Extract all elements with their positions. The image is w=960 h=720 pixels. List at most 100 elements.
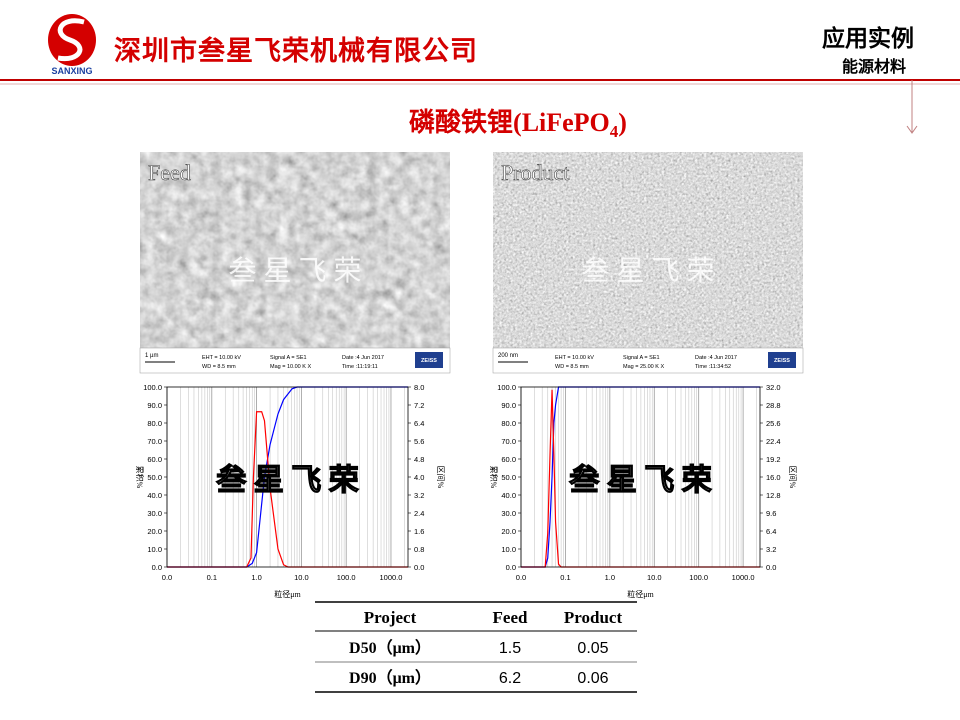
series-line xyxy=(521,386,760,568)
y-tick-label: 80.0 xyxy=(147,419,162,428)
info-text: WD = 8.5 mm xyxy=(202,364,236,370)
y-tick-label: 70.0 xyxy=(501,437,516,446)
x-tick-label: 100.0 xyxy=(689,573,708,582)
y2-tick-label: 5.6 xyxy=(414,437,424,446)
y2-tick-label: 4.8 xyxy=(414,455,424,464)
info-text: Date :4 Jun 2017 xyxy=(342,355,384,361)
y-tick-label: 70.0 xyxy=(147,437,162,446)
y2-tick-label: 19.2 xyxy=(766,455,781,464)
y-tick-label: 10.0 xyxy=(147,545,162,554)
y2-tick-label: 3.2 xyxy=(414,491,424,500)
chart-watermark: 叁 星 飞 荣 xyxy=(569,463,712,497)
title-subscript: 4 xyxy=(610,122,619,141)
info-text: EHT = 10.00 kV xyxy=(202,355,241,361)
header-arrow xyxy=(906,125,918,134)
table-cell: 6.2 xyxy=(499,670,521,687)
image-watermark: 叁 星 飞 荣 xyxy=(581,255,714,287)
brand-text: ZEISS xyxy=(421,358,437,364)
x-tick-label: 0.1 xyxy=(207,573,217,582)
y-tick-label: 20.0 xyxy=(147,527,162,536)
y-tick-label: 100.0 xyxy=(143,383,162,392)
x-tick-label: 1000.0 xyxy=(379,573,402,582)
info-text: Time :11:34:52 xyxy=(695,364,731,370)
table-header: Project xyxy=(364,608,417,627)
y-tick-label: 90.0 xyxy=(147,401,162,410)
scale-label: 1 µm xyxy=(145,353,158,359)
series-line xyxy=(167,411,408,568)
sem-image xyxy=(493,152,803,348)
y-tick-label: 40.0 xyxy=(147,491,162,500)
image-watermark: 叁 星 飞 荣 xyxy=(228,255,361,287)
y-tick-label: 60.0 xyxy=(147,455,162,464)
section-title: 应用实例 xyxy=(822,25,914,51)
y2-tick-label: 0.0 xyxy=(414,563,424,572)
y-tick-label: 0.0 xyxy=(152,563,162,572)
y2-tick-label: 7.2 xyxy=(414,401,424,410)
info-bar xyxy=(139,347,451,374)
logo-text: SANXING xyxy=(51,66,92,76)
plot-frame xyxy=(166,386,409,568)
plot-frame xyxy=(520,386,761,568)
info-text: Signal A = SE1 xyxy=(623,355,660,361)
y2-tick-label: 32.0 xyxy=(766,383,781,392)
x-tick-label: 10.0 xyxy=(647,573,662,582)
image-label: Product xyxy=(501,160,569,185)
info-text: Signal A = SE1 xyxy=(270,355,307,361)
info-text: Time :11:19:11 xyxy=(342,364,378,370)
y2-tick-label: 4.0 xyxy=(414,473,424,482)
table-header: Product xyxy=(564,608,623,627)
table-cell: 1.5 xyxy=(499,640,521,657)
table-cell: D50（μm） xyxy=(349,639,431,657)
slide-title: 磷酸铁锂(LiFePO4) xyxy=(409,107,627,141)
title-close: ) xyxy=(618,108,627,137)
info-text: Mag = 25.00 K X xyxy=(623,364,664,370)
y-tick-label: 80.0 xyxy=(501,419,516,428)
x-axis-label: 粒径μm xyxy=(627,589,654,599)
logo: SANXING xyxy=(48,14,96,76)
y-tick-label: 90.0 xyxy=(501,401,516,410)
x-tick-label: 100.0 xyxy=(337,573,356,582)
brand-text: ZEISS xyxy=(774,358,790,364)
y-tick-label: 30.0 xyxy=(501,509,516,518)
y2-tick-label: 25.6 xyxy=(766,419,781,428)
y2-tick-label: 6.4 xyxy=(414,419,424,428)
info-text: EHT = 10.00 kV xyxy=(555,355,594,361)
y-tick-label: 0.0 xyxy=(506,563,516,572)
content: Feed 叁 星 飞 荣 1 µm EHT = 10.00 kV WD = 8.5 mm… xyxy=(135,152,804,693)
x-tick-label: 1.0 xyxy=(251,573,261,582)
x-tick-label: 1000.0 xyxy=(732,573,755,582)
y-tick-label: 60.0 xyxy=(501,455,516,464)
y2-tick-label: 3.2 xyxy=(766,545,776,554)
y2-tick-label: 28.8 xyxy=(766,401,781,410)
image-label: Feed xyxy=(148,160,191,185)
table-header: Feed xyxy=(493,608,528,627)
table-cell: 0.05 xyxy=(577,640,608,657)
info-text: Mag = 10.00 K X xyxy=(270,364,311,370)
x-axis-label: 粒径μm xyxy=(274,589,301,599)
series-line xyxy=(521,389,760,568)
y2-tick-label: 9.6 xyxy=(766,509,776,518)
y2-tick-label: 0.8 xyxy=(414,545,424,554)
y2-tick-label: 8.0 xyxy=(414,383,424,392)
section-subtitle: 能源材料 xyxy=(842,57,906,76)
table-cell: D90（μm） xyxy=(349,669,431,687)
info-bar xyxy=(492,347,804,374)
y2-tick-label: 6.4 xyxy=(766,527,776,536)
x-tick-label: 0.0 xyxy=(162,573,172,582)
company-name: 深圳市叁星飞荣机械有限公司 xyxy=(114,35,478,66)
y2-tick-label: 12.8 xyxy=(766,491,781,500)
y2-tick-label: 2.4 xyxy=(414,509,424,518)
series-line xyxy=(167,386,408,568)
y-tick-label: 50.0 xyxy=(147,473,162,482)
y-tick-label: 10.0 xyxy=(501,545,516,554)
y-tick-label: 100.0 xyxy=(497,383,516,392)
y2-tick-label: 16.0 xyxy=(766,473,781,482)
y2-tick-label: 1.6 xyxy=(414,527,424,536)
brand-box xyxy=(768,352,796,368)
x-tick-label: 10.0 xyxy=(294,573,309,582)
info-text: WD = 8.5 mm xyxy=(555,364,589,370)
title-main: 磷酸铁锂(LiFePO xyxy=(409,107,610,137)
x-tick-label: 0.0 xyxy=(516,573,526,582)
y-tick-label: 20.0 xyxy=(501,527,516,536)
